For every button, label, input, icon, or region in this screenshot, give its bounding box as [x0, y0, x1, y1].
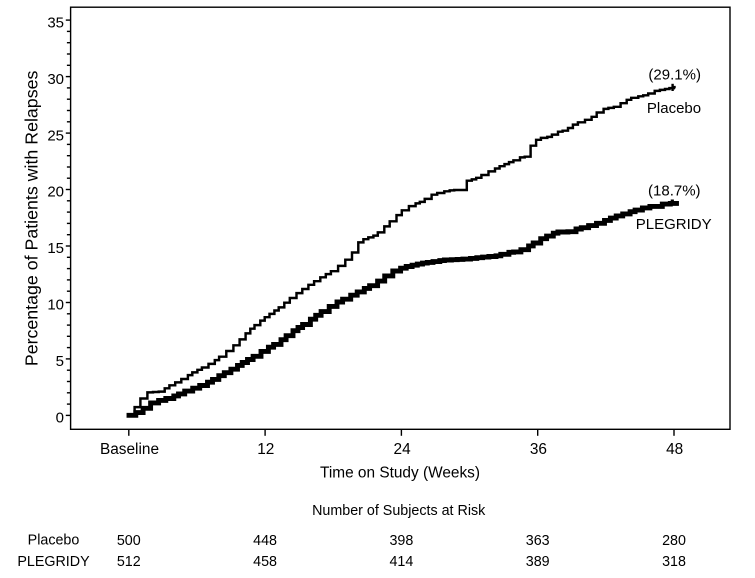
svg-text:15: 15 [47, 240, 64, 257]
svg-text:389: 389 [526, 554, 550, 570]
svg-text:318: 318 [662, 554, 686, 570]
svg-text:363: 363 [526, 533, 550, 549]
svg-text:35: 35 [47, 14, 64, 31]
svg-text:512: 512 [117, 554, 141, 570]
svg-text:(18.7%): (18.7%) [648, 183, 701, 200]
svg-text:Baseline: Baseline [100, 441, 159, 458]
svg-text:PLEGRIDY: PLEGRIDY [17, 554, 90, 570]
svg-text:414: 414 [389, 554, 413, 570]
svg-text:Time on Study (Weeks): Time on Study (Weeks) [320, 464, 480, 481]
svg-text:Placebo: Placebo [28, 533, 80, 549]
svg-text:(29.1%): (29.1%) [648, 66, 701, 83]
svg-text:10: 10 [47, 297, 64, 314]
svg-text:36: 36 [530, 441, 547, 458]
svg-text:448: 448 [253, 533, 277, 549]
svg-text:12: 12 [257, 441, 274, 458]
svg-text:0: 0 [56, 410, 64, 427]
svg-text:20: 20 [47, 184, 64, 201]
svg-text:30: 30 [47, 71, 64, 88]
svg-text:24: 24 [394, 441, 412, 458]
svg-text:398: 398 [389, 533, 413, 549]
svg-text:Number of Subjects at Risk: Number of Subjects at Risk [312, 503, 486, 519]
svg-text:Percentage of Patients with Re: Percentage of Patients with Relapses [22, 71, 42, 367]
svg-text:25: 25 [47, 127, 64, 144]
svg-text:48: 48 [666, 441, 683, 458]
svg-text:PLEGRIDY: PLEGRIDY [636, 216, 712, 233]
svg-text:280: 280 [662, 533, 686, 549]
svg-text:5: 5 [56, 353, 64, 370]
svg-text:500: 500 [117, 533, 141, 549]
svg-text:458: 458 [253, 554, 277, 570]
svg-text:Placebo: Placebo [647, 100, 701, 117]
